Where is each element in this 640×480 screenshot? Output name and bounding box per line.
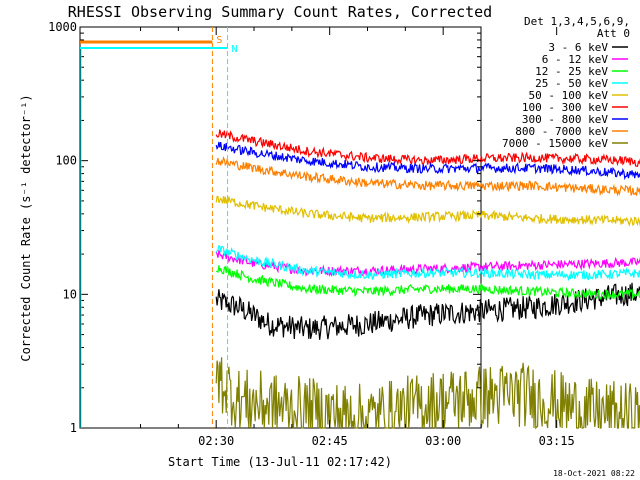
x-tick-label: 02:45	[312, 434, 348, 448]
series-line	[215, 244, 640, 282]
series-line	[215, 141, 640, 181]
series-line	[215, 156, 640, 197]
legend-header-line-1: Det 1,3,4,5,6,9,	[524, 15, 630, 28]
plot-frame	[79, 26, 482, 429]
legend-entry: 7000 - 15000 keV	[502, 137, 608, 150]
series-line	[215, 250, 640, 278]
series-line	[215, 357, 640, 430]
y-axis-label: Corrected Count Rate (s⁻¹ detector⁻¹)	[19, 94, 33, 361]
series-line	[216, 265, 640, 301]
legend-entry: 6 - 12 keV	[542, 53, 609, 66]
series-line	[215, 282, 640, 340]
y-tick-label: 1000	[48, 20, 77, 34]
legend-entry: 12 - 25 keV	[535, 65, 608, 78]
series-layer	[215, 129, 640, 430]
legend-entry: 300 - 800 keV	[522, 113, 608, 126]
y-tick-label: 100	[55, 154, 77, 168]
footer-date: 18-Oct-2021 08:22	[553, 469, 635, 478]
series-line	[215, 129, 640, 168]
x-tick-label: 02:30	[198, 434, 234, 448]
x-axis-label: Start Time (13-Jul-11 02:17:42)	[168, 455, 392, 469]
legend-entry: 3 - 6 keV	[548, 41, 608, 54]
saa-marker-label: S	[216, 35, 222, 46]
y-tick-label: 10	[63, 287, 77, 301]
legend-entry: 100 - 300 keV	[522, 101, 608, 114]
x-tick-label: 03:00	[425, 434, 461, 448]
axes-layer: 110100100002:3002:4503:0003:1503:3003:45…	[48, 20, 575, 448]
chart-title: RHESSI Observing Summary Count Rates, Co…	[68, 3, 492, 21]
legend-header-line-2: Att 0	[597, 27, 630, 40]
night-marker-label: N	[232, 44, 238, 55]
legend-entry: 800 - 7000 keV	[515, 125, 608, 138]
series-line	[215, 195, 640, 228]
y-tick-label: 1	[70, 421, 77, 435]
legend-entry: 50 - 100 keV	[529, 89, 609, 102]
x-tick-label: 03:15	[539, 434, 575, 448]
legend-entry: 25 - 50 keV	[535, 77, 608, 90]
